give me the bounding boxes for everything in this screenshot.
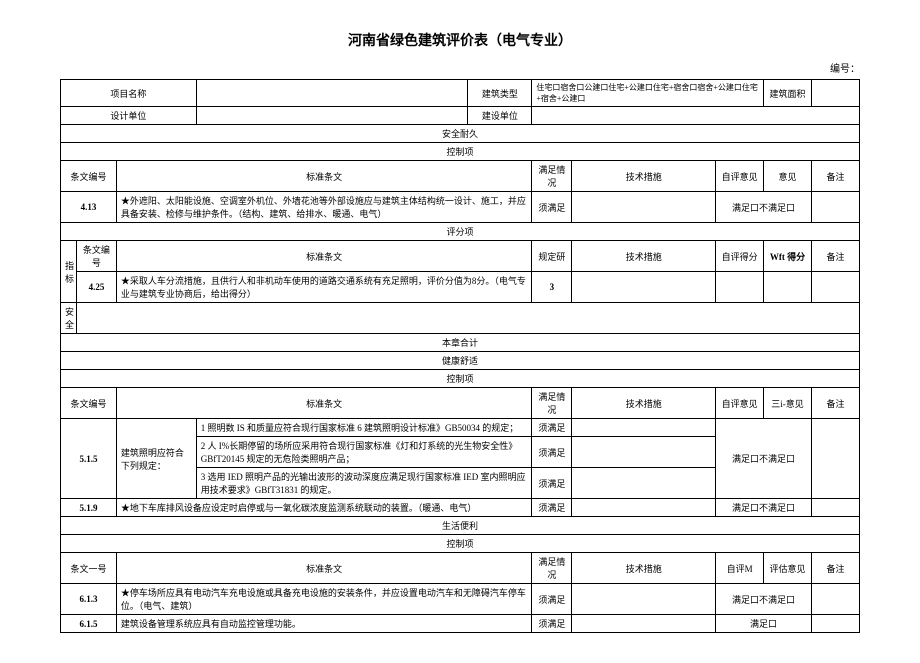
col-remark-4: 备注 — [812, 553, 860, 584]
main-table: 项目名称 建筑类型 住宅口宿舍口公建口住宅+公建口住宅+宿舍口宿舍+公建口住宅+… — [60, 79, 860, 633]
r515-i2: 2 人 I%长期停留的场所应采用符合现行国家标准《灯和灯系统的光生物安全性》GB… — [196, 437, 532, 468]
r413-opt: 满足口不满足口 — [716, 192, 812, 223]
section-control-3: 控制项 — [61, 535, 860, 553]
col-satisfy-3: 满足情况 — [532, 388, 572, 419]
construction-unit-value — [532, 107, 860, 125]
col-measure-4: 技术措施 — [572, 553, 716, 584]
col-remark-1: 备注 — [812, 161, 860, 192]
r613-no: 6.1.3 — [61, 584, 117, 615]
col-standard-3: 标准条文 — [116, 388, 531, 419]
r425-measure — [572, 272, 716, 303]
r515-opt: 满足口不满足口 — [716, 419, 812, 499]
col-measure-3: 技术措施 — [572, 388, 716, 419]
col-satisfy-1: 满足情况 — [532, 161, 572, 192]
col-self-opinion-1: 自评意见 — [716, 161, 764, 192]
r519-measure — [572, 499, 716, 517]
r425-self — [716, 272, 764, 303]
col-spec-score: 规定研 — [532, 241, 572, 272]
section-control-2: 控制项 — [61, 370, 860, 388]
project-name-label: 项目名称 — [61, 80, 197, 107]
building-type-label: 建筑类型 — [468, 80, 532, 107]
r615-sat: 须满足 — [532, 615, 572, 633]
r515-no: 5.1.5 — [61, 419, 117, 499]
design-unit-value — [196, 107, 468, 125]
r425-wft — [764, 272, 812, 303]
building-area-value — [812, 80, 860, 107]
r515-m1 — [572, 419, 716, 437]
col-clause-no-4: 条文一号 — [61, 553, 117, 584]
r425-score: 3 — [532, 272, 572, 303]
section-convenience: 生活便利 — [61, 517, 860, 535]
r613-measure — [572, 584, 716, 615]
r613-sat: 须满足 — [532, 584, 572, 615]
section-chapter-total: 本章合计 — [61, 334, 860, 352]
r413-remark — [812, 192, 860, 223]
r515-sat2: 须满足 — [532, 437, 572, 468]
col-clause-no-3: 条文编号 — [61, 388, 117, 419]
r519-remark — [812, 499, 860, 517]
section-health: 健康舒适 — [61, 352, 860, 370]
r613-text: ★停车场所应具有电动汽车充电设施或具备充电设施的安装条件，并应设置电动汽车和无障… — [116, 584, 531, 615]
r613-remark — [812, 584, 860, 615]
r615-text: 建筑设备管理系统应具有自动监控管理功能。 — [116, 615, 531, 633]
r519-no: 5.1.9 — [61, 499, 117, 517]
col-indicator: 指标 — [61, 241, 77, 303]
col-remark-2: 备注 — [812, 241, 860, 272]
section-safety: 安全耐久 — [61, 125, 860, 143]
col-opinion-1: 意见 — [764, 161, 812, 192]
col-self-score: 自评得分 — [716, 241, 764, 272]
r515-m3 — [572, 468, 716, 499]
r425-text: ★采取人车分流措施，且供行人和非机动车使用的道路交通系统有充足照明，评价分值为8… — [116, 272, 531, 303]
section-score: 评分项 — [61, 223, 860, 241]
col-measure-1: 技术措施 — [572, 161, 716, 192]
r413-text: ★外遮阳、太阳能设施、空调室外机位、外墙花池等外部设施应与建筑主体结构统一设计、… — [116, 192, 531, 223]
r519-opt: 满足口不满足口 — [716, 499, 812, 517]
section-control-1: 控制项 — [61, 143, 860, 161]
r615-no: 6.1.5 — [61, 615, 117, 633]
building-type-value: 住宅口宿舍口公建口住宅+公建口住宅+宿舍口宿舍+公建口住宅+宿舍+公建口 — [532, 80, 764, 107]
r519-sat: 须满足 — [532, 499, 572, 517]
r413-sat: 须满足 — [532, 192, 572, 223]
r515-i1: 1 照明数 IS 和质量应符合现行国家标准 6 建筑照明设计标准》GB50034… — [196, 419, 532, 437]
col-self-m: 自评M — [716, 553, 764, 584]
col-remark-3: 备注 — [812, 388, 860, 419]
col-standard-1: 标准条文 — [116, 161, 531, 192]
r515-sat3: 须满足 — [532, 468, 572, 499]
project-name-value — [196, 80, 468, 107]
building-area-label: 建筑面积 — [764, 80, 812, 107]
col-wft-score: Wft 得分 — [764, 241, 812, 272]
col-opinion-3: 三i-意见 — [764, 388, 812, 419]
r615-opt: 满足口 — [716, 615, 812, 633]
number-label: 编号： — [60, 60, 860, 75]
r425-remark — [812, 272, 860, 303]
col-satisfy-4: 满足情况 — [532, 553, 572, 584]
col-clause-no-1: 条文编号 — [61, 161, 117, 192]
r613-opt: 满足口不满足口 — [716, 584, 812, 615]
construction-unit-label: 建设单位 — [468, 107, 532, 125]
col-review-opinion: 评估意见 — [764, 553, 812, 584]
col-measure-2: 技术措施 — [572, 241, 716, 272]
r615-measure — [572, 615, 716, 633]
r413-measure — [572, 192, 716, 223]
r519-text: ★地下车库排风设备应设定时启停或与一氧化碳浓度监测系统联动的装置。（暖通、电气） — [116, 499, 531, 517]
r515-sat1: 须满足 — [532, 419, 572, 437]
col-clause-no-2: 条文编号 — [76, 241, 116, 272]
r615-remark — [812, 615, 860, 633]
r515-remark — [812, 419, 860, 499]
r413-no: 4.13 — [61, 192, 117, 223]
r515-m2 — [572, 437, 716, 468]
r515-i3: 3 选用 IED 照明产品的光输出波形的波动深度应满足现行国家标准 IED 室内… — [196, 468, 532, 499]
col-self-opinion-3: 自评意见 — [716, 388, 764, 419]
design-unit-label: 设计单位 — [61, 107, 197, 125]
r425-no: 4.25 — [76, 272, 116, 303]
col-standard-2: 标准条文 — [116, 241, 531, 272]
col-safety2: 安全 — [61, 303, 77, 334]
r515-intro: 建筑照明应符合下列规定： — [116, 419, 196, 499]
safety-blank — [76, 303, 859, 334]
page-title: 河南省绿色建筑评价表（电气专业） — [60, 30, 860, 50]
col-standard-4: 标准条文 — [116, 553, 531, 584]
